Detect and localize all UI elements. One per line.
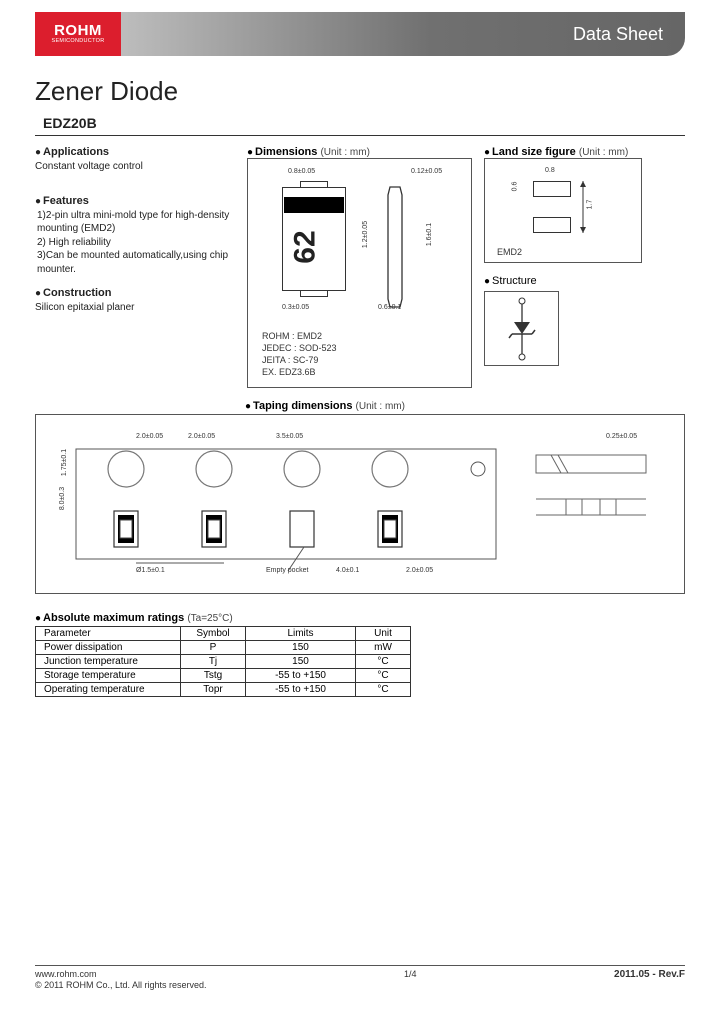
footer-rev: 2011.05 - Rev.F [614,969,685,992]
construction-heading: Construction [35,287,235,299]
footer: www.rohm.com © 2011 ROHM Co., Ltd. All r… [35,965,685,992]
middle-column: Dimensions (Unit : mm) 62 0.8 [247,146,472,388]
construction-text: Silicon epitaxial planer [35,301,235,315]
table-row: Junction temperature Tj 150 °C [36,655,411,669]
taping-heading: Taping dimensions (Unit : mm) [245,400,685,412]
brand-logo: ROHM SEMICONDUCTOR [35,12,121,56]
header-bar: ROHM SEMICONDUCTOR Data Sheet [35,12,685,56]
dimensions-figure: 62 0.8±0.05 0.12±0.05 1.2±0.05 1.6±0.1 0… [247,158,472,388]
feature-item: 2) High reliability [37,236,235,250]
dimensions-heading: Dimensions (Unit : mm) [247,146,472,158]
land-arrow-icon [577,181,597,236]
title-rule [35,135,685,136]
left-column: Applications Constant voltage control Fe… [35,146,235,388]
structure-heading: Structure [484,275,642,287]
table-row: Operating temperature Topr -55 to +150 °… [36,683,411,697]
part-number: EDZ20B [43,115,685,131]
features-list: 1)2-pin ultra mini-mold type for high-de… [37,209,235,277]
footer-page: 1/4 [207,969,614,992]
feature-item: 3)Can be mounted automatically,using chi… [37,249,235,276]
footer-left: www.rohm.com © 2011 ROHM Co., Ltd. All r… [35,969,207,992]
page: ROHM SEMICONDUCTOR Data Sheet Zener Diod… [0,0,720,1012]
table-row: Power dissipation P 150 mW [36,641,411,655]
right-column: Land size figure (Unit : mm) 0.8 0.6 1.7… [484,146,642,388]
features-heading: Features [35,195,235,207]
ratings-heading: Absolute maximum ratings (Ta=25°C) [35,612,685,624]
ratings-section: Absolute maximum ratings (Ta=25°C) Param… [35,612,685,697]
logo-sub-text: SEMICONDUCTOR [52,38,105,45]
taping-figure: 2.0±0.05 2.0±0.05 3.5±0.05 0.25±0.05 Emp… [35,414,685,594]
ratings-table: Parameter Symbol Limits Unit Power dissi… [35,626,411,697]
land-heading: Land size figure (Unit : mm) [484,146,642,158]
side-view-icon [368,177,448,317]
title-block: Zener Diode EDZ20B [35,76,685,136]
footer-url: www.rohm.com [35,969,207,981]
header-gradient: Data Sheet [121,12,685,56]
table-header-row: Parameter Symbol Limits Unit [36,627,411,641]
table-row: Storage temperature Tstg -55 to +150 °C [36,669,411,683]
header-label: Data Sheet [573,24,663,45]
applications-heading: Applications [35,146,235,158]
structure-figure [484,291,559,366]
taping-section: Taping dimensions (Unit : mm) [35,400,685,594]
land-figure: 0.8 0.6 1.7 EMD2 [484,158,642,263]
footer-copyright: © 2011 ROHM Co., Ltd. All rights reserve… [35,980,207,992]
applications-text: Constant voltage control [35,160,235,174]
logo-main-text: ROHM [54,23,102,38]
main-columns: Applications Constant voltage control Fe… [35,146,685,388]
taping-svg [36,415,684,593]
chip-mark: 62 [289,230,323,263]
feature-item: 1)2-pin ultra mini-mold type for high-de… [37,209,235,236]
zener-symbol-icon [485,292,560,367]
page-title: Zener Diode [35,76,685,107]
